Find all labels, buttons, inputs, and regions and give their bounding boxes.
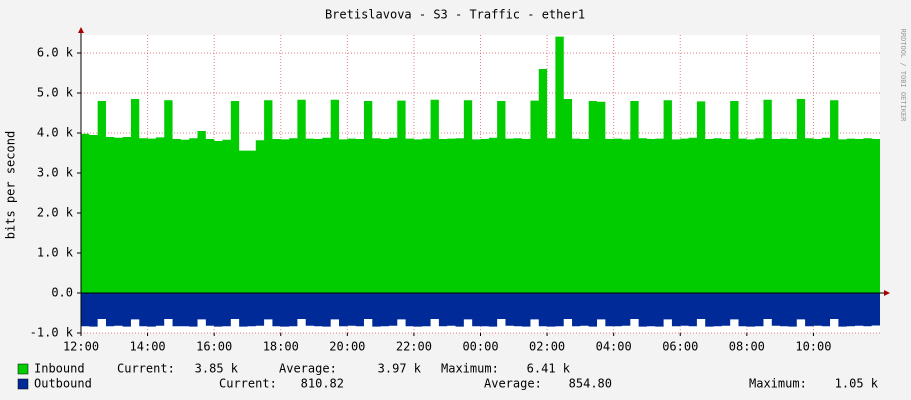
legend-stat-value: 3.97 k xyxy=(378,362,422,376)
axes: -1.0 k 0.0 1.0 k 2.0 k 3.0 k 4.0 k 5.0 k 6.0 k 1… xyxy=(30,27,890,354)
legend-stat-value: 1.05 k xyxy=(835,377,879,391)
y-tick-label: -1.0 k xyxy=(30,326,74,340)
legend-stat-value: 854.80 xyxy=(569,377,612,391)
y-arrow xyxy=(78,27,84,33)
x-tick-label: 10:00 xyxy=(795,340,831,354)
series-area xyxy=(81,36,880,293)
areas xyxy=(81,36,880,327)
chart-title: Bretislavova - S3 - Traffic - ether1 xyxy=(325,8,585,22)
x-tick-label: 22:00 xyxy=(396,340,432,354)
y-tick-label: 5.0 k xyxy=(37,86,74,100)
legend-stat-value: 3.85 k xyxy=(195,362,239,376)
y-tick-label: 1.0 k xyxy=(37,246,74,260)
legend-stat-label: Maximum: xyxy=(749,377,807,391)
x-tick-label: 02:00 xyxy=(529,340,565,354)
watermark: RRDTOOL / TOBI OETIKER xyxy=(899,29,907,123)
x-tick-label: 18:00 xyxy=(263,340,299,354)
x-tick-label: 04:00 xyxy=(596,340,632,354)
y-tick-label: 0.0 xyxy=(51,286,73,300)
legend-stat-value: 6.41 k xyxy=(527,362,571,376)
series-area xyxy=(81,293,880,327)
legend-stat-value: 810.82 xyxy=(301,377,344,391)
legend-swatch xyxy=(17,378,29,390)
y-tick-label: 4.0 k xyxy=(37,126,74,140)
x-arrow xyxy=(884,290,890,296)
x-tick-label: 20:00 xyxy=(329,340,365,354)
legend-stat-label: Current: xyxy=(219,377,277,391)
legend-swatch xyxy=(17,363,29,375)
legend: Inbound Current: 3.85 k Average: 3.97 k Maxim… xyxy=(17,362,879,391)
legend-stat-label: Average: xyxy=(484,377,542,391)
x-tick-label: 16:00 xyxy=(196,340,232,354)
y-tick-label: 3.0 k xyxy=(37,166,74,180)
x-tick-label: 06:00 xyxy=(662,340,698,354)
legend-label: Inbound xyxy=(34,362,85,376)
x-tick-label: 08:00 xyxy=(729,340,765,354)
x-tick-label: 00:00 xyxy=(462,340,498,354)
legend-stat-label: Average: xyxy=(279,362,337,376)
y-tick-label: 6.0 k xyxy=(37,46,74,60)
y-tick-label: 2.0 k xyxy=(37,206,74,220)
legend-stat-label: Current: xyxy=(117,362,175,376)
legend-label: Outbound xyxy=(34,377,92,391)
x-tick-label: 14:00 xyxy=(130,340,166,354)
legend-stat-label: Maximum: xyxy=(441,362,499,376)
y-axis-label: bits per second xyxy=(4,131,18,239)
x-tick-label: 12:00 xyxy=(63,340,99,354)
